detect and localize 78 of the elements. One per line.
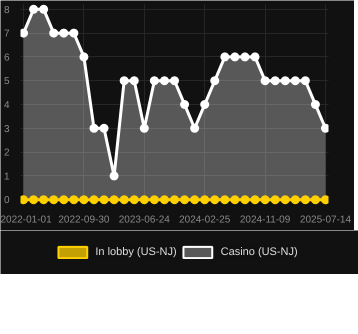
- point: [20, 28, 28, 38]
- point: [240, 52, 250, 62]
- legend-label: In lobby (US-NJ): [95, 246, 177, 258]
- y-tick-label: 5: [4, 76, 10, 88]
- point: [69, 28, 78, 38]
- point: [140, 124, 149, 133]
- point: [320, 124, 328, 133]
- point: [89, 124, 98, 133]
- point: [230, 52, 240, 62]
- point: [110, 195, 119, 204]
- point: [140, 195, 149, 204]
- x-tick-label: 2023-06-24: [118, 214, 170, 226]
- point: [310, 100, 320, 109]
- x-tick-label: 2022-09-30: [58, 214, 110, 226]
- point: [29, 4, 38, 14]
- point: [260, 76, 270, 86]
- point: [260, 195, 270, 204]
- point: [150, 76, 159, 86]
- point: [220, 52, 230, 62]
- point: [190, 195, 200, 204]
- point: [250, 52, 260, 62]
- point: [270, 76, 280, 86]
- x-tick-label: 2025-07-14: [300, 214, 352, 226]
- point: [20, 195, 28, 204]
- point: [270, 195, 280, 204]
- point: [79, 195, 88, 204]
- point: [160, 76, 169, 86]
- point: [170, 195, 179, 204]
- point: [39, 195, 48, 204]
- point: [150, 195, 159, 204]
- point: [310, 195, 320, 204]
- point: [59, 28, 68, 38]
- point: [29, 195, 38, 204]
- y-tick-label: 8: [4, 4, 10, 16]
- y-tick-label: 0: [4, 195, 10, 206]
- point: [49, 195, 58, 204]
- point: [39, 4, 48, 14]
- point: [110, 171, 119, 180]
- point: [89, 195, 98, 204]
- point: [220, 195, 230, 204]
- point: [210, 76, 220, 86]
- point: [130, 76, 139, 86]
- point: [160, 195, 169, 204]
- point: [190, 124, 200, 133]
- x-tick-label: 2024-11-09: [240, 214, 291, 226]
- point: [120, 195, 129, 204]
- point: [49, 28, 58, 38]
- point: [240, 195, 250, 204]
- y-tick-label: 6: [4, 52, 10, 64]
- point: [170, 76, 179, 86]
- point: [180, 100, 190, 109]
- y-tick-label: 1: [4, 171, 10, 182]
- point: [300, 195, 310, 204]
- point: [200, 195, 210, 204]
- x-tick-label: 2024-02-25: [179, 214, 231, 226]
- point: [130, 195, 139, 204]
- point: [69, 195, 78, 204]
- point: [200, 100, 210, 109]
- point: [100, 124, 109, 133]
- point: [59, 195, 68, 204]
- point: [280, 76, 290, 86]
- point: [230, 195, 240, 204]
- y-tick-label: 4: [4, 100, 10, 111]
- point: [290, 76, 300, 86]
- point: [100, 195, 109, 204]
- point: [300, 76, 310, 86]
- point: [210, 195, 220, 204]
- point: [290, 195, 300, 204]
- x-tick-label: 2022-01-01: [0, 214, 52, 226]
- point: [250, 195, 260, 204]
- point: [79, 52, 88, 62]
- point: [280, 195, 290, 204]
- point: [320, 195, 328, 204]
- legend-label: Casino (US-NJ): [220, 246, 298, 258]
- y-tick-label: 3: [4, 124, 10, 135]
- y-tick-label: 2: [4, 148, 10, 159]
- y-tick-label: 7: [4, 28, 10, 40]
- point: [180, 195, 190, 204]
